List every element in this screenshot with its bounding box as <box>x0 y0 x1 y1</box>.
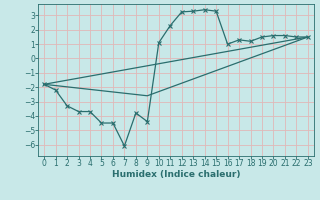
X-axis label: Humidex (Indice chaleur): Humidex (Indice chaleur) <box>112 170 240 179</box>
